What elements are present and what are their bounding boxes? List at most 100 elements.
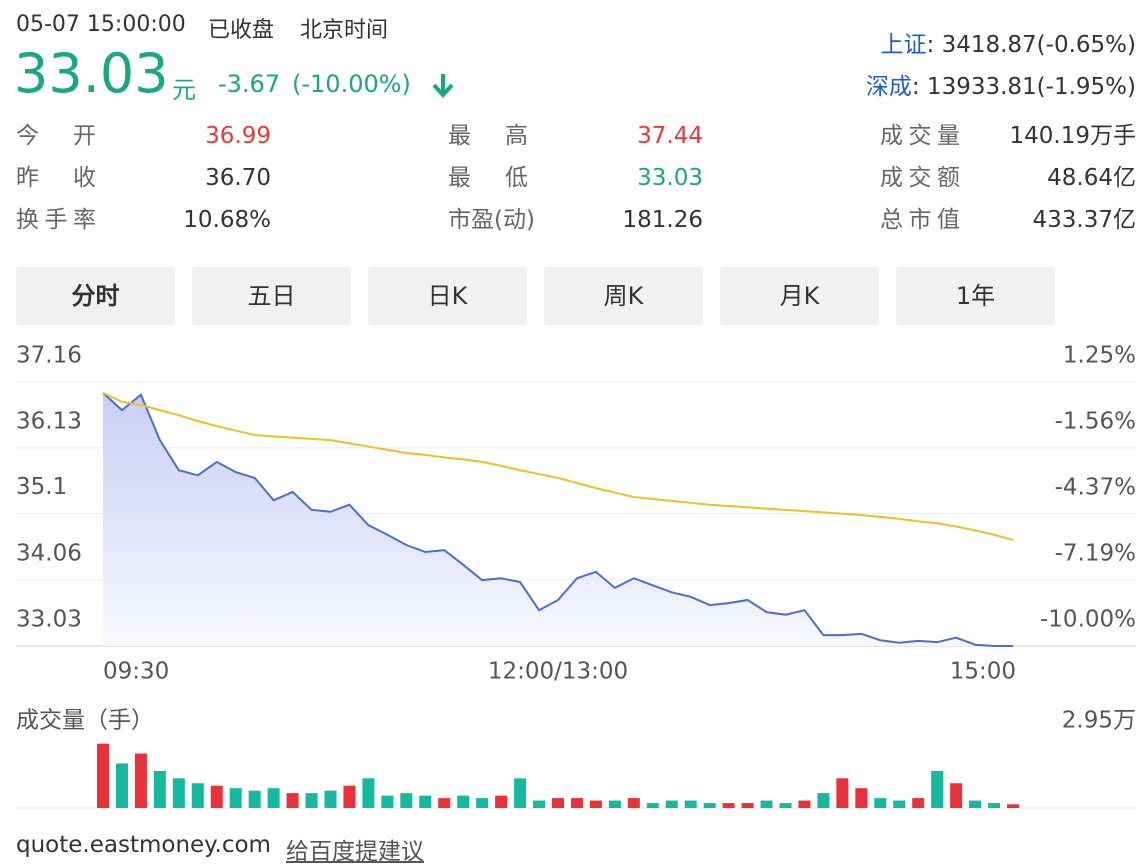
tab[interactable]: 1年 — [896, 267, 1055, 325]
datetime: 05-07 15:00:00 — [16, 12, 186, 37]
index-row: 上证: 3418.87(-0.65%) — [881, 30, 1136, 60]
index-name[interactable]: 深成 — [865, 74, 912, 100]
y-tick-label: 35.1 — [16, 474, 67, 500]
volume-bar — [172, 778, 185, 808]
volume-bar — [931, 770, 944, 808]
series-line — [102, 392, 1013, 647]
volume-bar — [191, 783, 204, 808]
feedback-link[interactable]: 给百度提建议 — [286, 839, 424, 865]
y2-tick-label: 1.25% — [1063, 343, 1136, 369]
volume-bar — [855, 788, 868, 808]
volume-bar — [343, 785, 356, 808]
volume-bar — [324, 790, 337, 808]
volume-bar — [305, 793, 318, 808]
stat-label: 今开 — [16, 123, 96, 149]
volume-bar — [627, 798, 640, 808]
volume-bar — [722, 803, 735, 808]
volume-bar — [1007, 804, 1019, 808]
index-value: : 13933.81(-1.95%) — [911, 74, 1136, 100]
volume-bar — [153, 770, 166, 808]
y-tick-label: 33.03 — [16, 607, 82, 633]
volume-bar — [438, 798, 451, 808]
volume-bar — [419, 795, 432, 808]
tab[interactable]: 五日 — [192, 267, 351, 325]
y2-tick-label: -1.56% — [1055, 408, 1136, 434]
down-arrow — [432, 74, 454, 98]
stat-label: 总市值 — [880, 207, 960, 233]
volume-bar — [362, 778, 375, 808]
x-tick-label: 09:30 — [103, 659, 169, 685]
volume-bar — [286, 793, 299, 808]
volume-bar — [950, 783, 963, 808]
volume-bar — [589, 800, 602, 808]
volume-bar — [836, 778, 849, 808]
index-value: : 3418.87(-0.65%) — [926, 32, 1136, 58]
volume-bar — [741, 803, 754, 808]
volume-label: 成交量（手） — [16, 708, 154, 734]
timezone: 北京时间 — [300, 18, 389, 43]
stat-label: 换手率 — [16, 207, 96, 233]
tab[interactable]: 分时 — [16, 267, 175, 325]
y-tick-label: 37.16 — [16, 343, 82, 369]
volume-bar — [552, 798, 564, 808]
tab[interactable]: 周K — [544, 267, 703, 325]
stat-label: 成交量 — [880, 123, 960, 149]
volume-bar — [608, 800, 621, 808]
volume-bar — [134, 753, 147, 808]
volume-bar — [684, 800, 697, 808]
volume-bar — [817, 793, 830, 808]
stat-value: 36.70 — [205, 165, 271, 191]
stat-label: 成交额 — [880, 165, 960, 191]
stat-value: 37.44 — [637, 123, 703, 149]
volume-bar — [267, 788, 280, 808]
stat-value: 33.03 — [637, 165, 703, 191]
y2-tick-label: -10.00% — [1040, 607, 1136, 633]
volume-bar — [248, 790, 261, 808]
stat-label: 市盈(动) — [448, 207, 535, 233]
stat-value: 433.37亿 — [1032, 207, 1136, 233]
stat-value: 36.99 — [205, 123, 271, 149]
x-tick-label: 15:00 — [950, 659, 1016, 685]
volume-bar — [210, 785, 223, 808]
stat-label: 最高 — [448, 123, 528, 149]
volume-bar — [665, 800, 678, 808]
status: 已收盘 — [208, 18, 275, 43]
change-pct: (-10.00%) — [292, 70, 411, 98]
index-row: 深成: 13933.81(-1.95%) — [866, 72, 1136, 102]
site: quote.eastmoney.com — [16, 832, 271, 858]
stat-value: 48.64亿 — [1047, 165, 1136, 191]
volume-bar — [115, 763, 128, 808]
y2-tick-label: -7.19% — [1055, 541, 1136, 567]
volume-bar — [798, 800, 811, 808]
change: -3.67 — [218, 70, 281, 98]
index-name[interactable]: 上证 — [880, 32, 927, 58]
volume-bar — [97, 743, 109, 808]
stat-value: 181.26 — [622, 207, 703, 233]
volume-bar — [760, 800, 773, 808]
volume-bar — [874, 798, 887, 808]
stat-label: 昨收 — [16, 165, 96, 191]
stat-label: 最低 — [448, 165, 528, 191]
series-line — [102, 391, 1014, 541]
y-tick-label: 34.06 — [16, 541, 82, 567]
volume-bar — [646, 803, 659, 808]
volume-bar — [969, 800, 982, 808]
volume-tick-label: 2.95万 — [1062, 708, 1136, 734]
x-tick-label: 12:00/13:00 — [488, 659, 628, 685]
tab[interactable]: 月K — [720, 267, 879, 325]
tab[interactable]: 日K — [368, 267, 527, 325]
volume-bar — [533, 800, 546, 808]
stat-value: 10.68% — [183, 207, 271, 233]
volume-bar — [779, 803, 792, 808]
volume-bar — [457, 795, 470, 808]
volume-bar — [381, 795, 394, 808]
y2-tick-label: -4.37% — [1055, 474, 1136, 500]
volume-bar — [703, 803, 716, 808]
volume-bar — [495, 795, 508, 808]
price: 33.03 — [14, 42, 169, 105]
y-tick-label: 36.13 — [16, 408, 82, 434]
volume-bar — [912, 798, 925, 808]
volume-bar — [400, 793, 413, 808]
